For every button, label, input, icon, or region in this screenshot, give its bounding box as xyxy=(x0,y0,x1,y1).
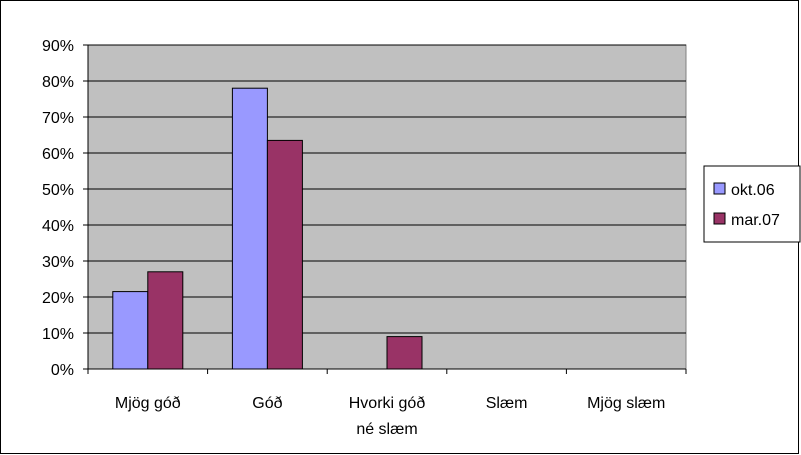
x-tick-label: né slæm xyxy=(356,421,417,438)
legend-label: mar.07 xyxy=(731,212,780,229)
y-tick-label: 40% xyxy=(42,218,74,235)
legend-swatch-okt.06 xyxy=(713,182,726,195)
bar-okt.06 xyxy=(231,87,268,370)
bar-mar.07 xyxy=(147,271,184,370)
y-axis-tick-labels: 0% 10% 20% 30% 40% 50% 60% 70% 80% 90% xyxy=(42,38,74,379)
bar-mar.07 xyxy=(386,336,423,370)
y-tick-label: 50% xyxy=(42,182,74,199)
x-tick-label: Góð xyxy=(252,395,282,412)
y-tick-label: 60% xyxy=(42,146,74,163)
legend-swatch-mar.07 xyxy=(713,212,726,225)
y-tick-label: 80% xyxy=(42,74,74,91)
axes xyxy=(83,44,687,374)
x-axis-tick-labels: Mjög góð Góð Hvorki góð né slæm Slæm Mjög slæ… xyxy=(115,395,665,438)
bar-okt.06 xyxy=(112,291,149,370)
plot-area xyxy=(87,44,687,370)
bar-mar.07 xyxy=(266,139,303,370)
y-tick-label: 70% xyxy=(42,110,74,127)
x-tick-label: Mjög góð xyxy=(115,395,181,412)
legend-label: okt.06 xyxy=(731,182,775,199)
gridlines xyxy=(88,44,686,334)
y-tick-label: 30% xyxy=(42,254,74,271)
y-tick-label: 0% xyxy=(51,362,74,379)
y-tick-label: 90% xyxy=(42,38,74,55)
y-tick-label: 20% xyxy=(42,290,74,307)
legend-box xyxy=(703,165,801,243)
x-tick-label: Hvorki góð xyxy=(349,395,426,412)
y-tick-label: 10% xyxy=(42,326,74,343)
bars xyxy=(112,87,423,370)
legend: okt.06 mar.07 xyxy=(703,165,801,243)
x-tick-label: Mjög slæm xyxy=(587,395,665,412)
x-tick-label: Slæm xyxy=(486,395,528,412)
